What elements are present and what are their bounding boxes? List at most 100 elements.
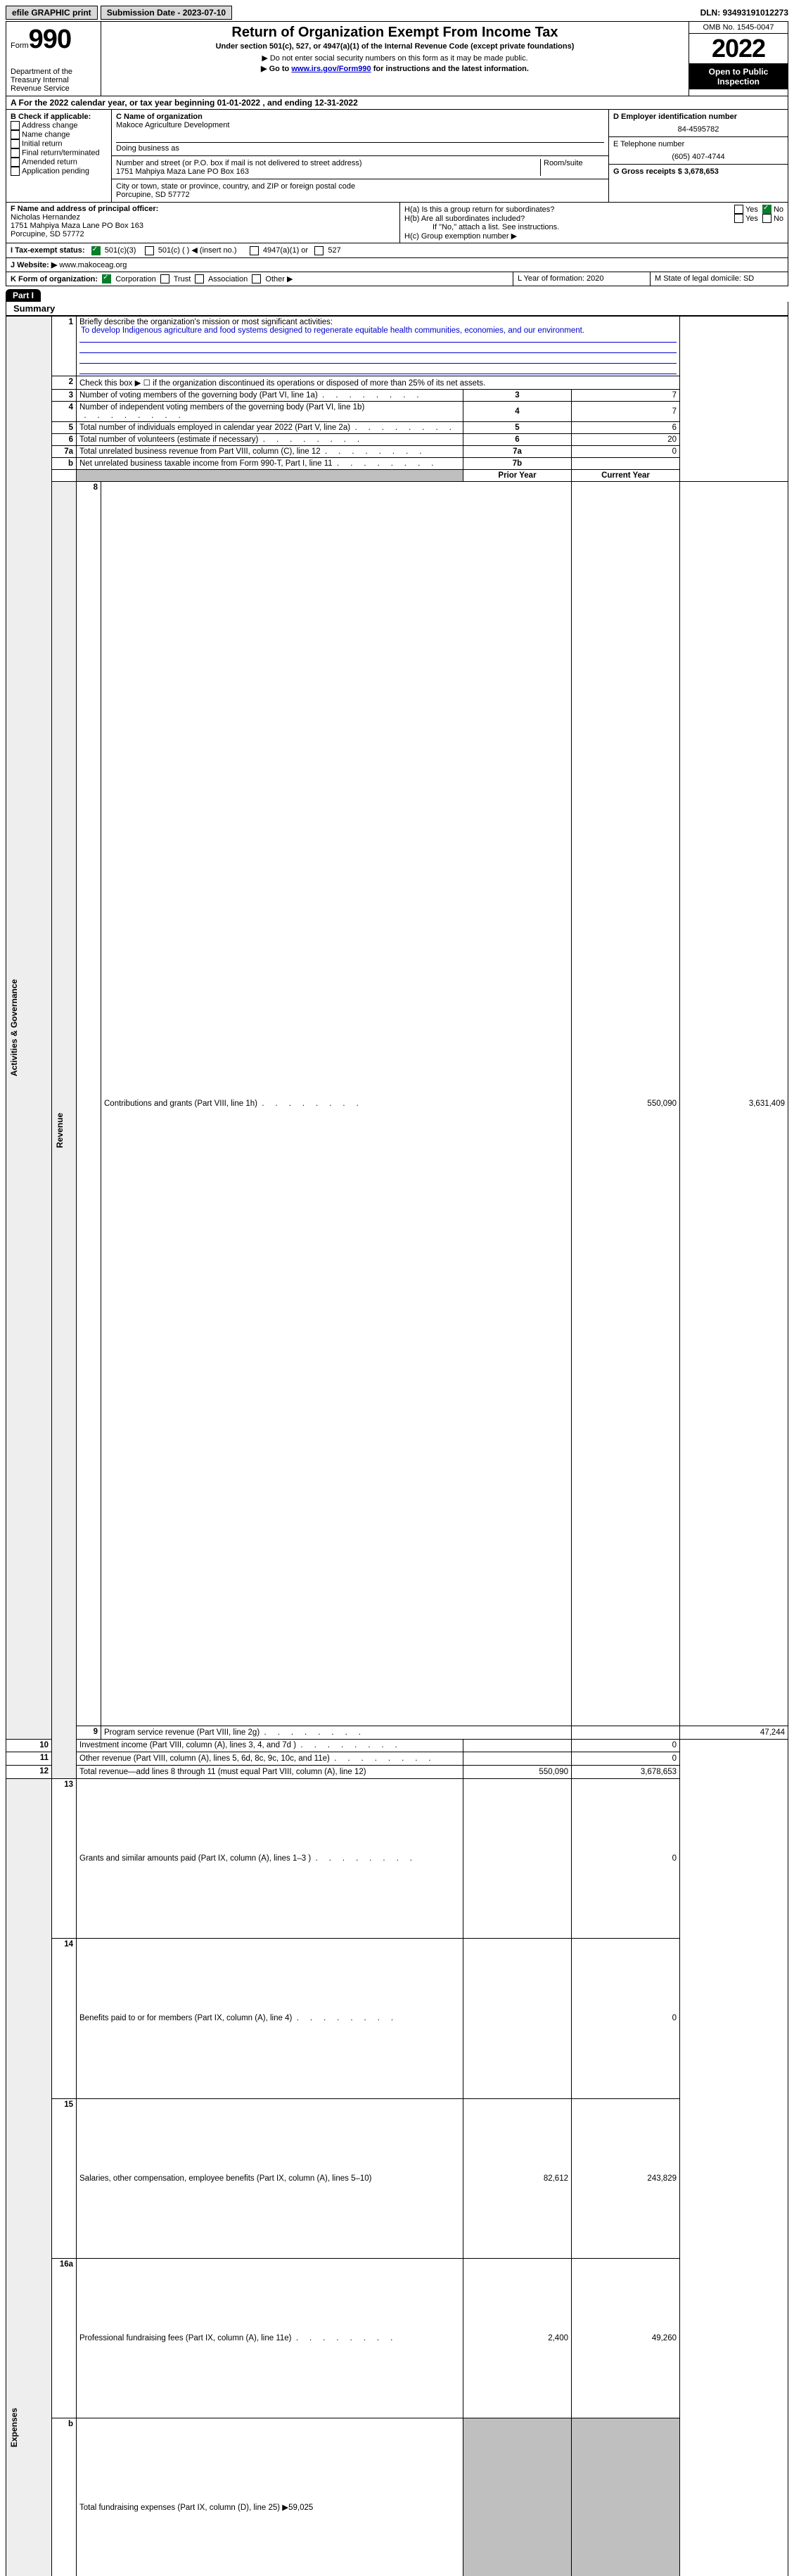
chk-other[interactable] bbox=[252, 274, 261, 283]
ln6-box: 6 bbox=[463, 434, 572, 446]
chk-ha-no[interactable] bbox=[762, 205, 771, 214]
form-header: Form990 Department of the Treasury Inter… bbox=[6, 21, 788, 96]
org-name: Makoce Agriculture Development bbox=[116, 121, 604, 129]
ln3-num: 3 bbox=[52, 390, 77, 402]
ln3-box: 3 bbox=[463, 390, 572, 402]
chk-527[interactable] bbox=[314, 246, 324, 255]
h-c-label: H(c) Group exemption number ▶ bbox=[404, 231, 783, 241]
part1-title-row: Summary bbox=[6, 302, 788, 316]
ln12-num: 12 bbox=[6, 1766, 52, 1779]
ln5-desc: Total number of individuals employed in … bbox=[79, 423, 350, 432]
ln7a-desc: Total unrelated business revenue from Pa… bbox=[79, 447, 321, 456]
ln16b-desc: Total fundraising expenses (Part IX, col… bbox=[79, 2504, 313, 2512]
officer-label: F Name and address of principal officer: bbox=[11, 205, 395, 213]
ln16b-prior bbox=[463, 2418, 572, 2576]
chk-name-change[interactable] bbox=[11, 130, 20, 139]
chk-501c[interactable] bbox=[145, 246, 154, 255]
ln8-num: 8 bbox=[77, 482, 101, 1726]
h-b-note: If "No," attach a list. See instructions… bbox=[404, 223, 783, 231]
lbl-application-pending: Application pending bbox=[22, 167, 89, 175]
side-expenses: Expenses bbox=[9, 1780, 19, 2576]
tax-year: 2022 bbox=[689, 34, 788, 64]
chk-initial-return[interactable] bbox=[11, 139, 20, 148]
ln12-curr: 3,678,653 bbox=[572, 1766, 680, 1779]
chk-address-change[interactable] bbox=[11, 121, 20, 130]
top-bar: efile GRAPHIC print Submission Date - 20… bbox=[6, 6, 788, 20]
opt-527: 527 bbox=[328, 246, 340, 255]
ln7b-num: b bbox=[52, 458, 77, 470]
ln13-desc: Grants and similar amounts paid (Part IX… bbox=[79, 1854, 311, 1863]
chk-final-return[interactable] bbox=[11, 148, 20, 158]
gross-receipts: G Gross receipts $ 3,678,653 bbox=[613, 167, 783, 176]
officer-addr2: Porcupine, SD 57772 bbox=[11, 230, 395, 238]
ln7a-box: 7a bbox=[463, 446, 572, 458]
ln3-desc: Number of voting members of the governin… bbox=[79, 391, 318, 400]
ln15-prior: 82,612 bbox=[463, 2098, 572, 2258]
form-subtitle: Under section 501(c), 527, or 4947(a)(1)… bbox=[105, 42, 684, 51]
room-suite-label: Room/suite bbox=[541, 159, 604, 176]
website-label: J Website: ▶ bbox=[11, 261, 59, 269]
ln6-num: 6 bbox=[52, 434, 77, 446]
chk-application-pending[interactable] bbox=[11, 167, 20, 176]
lbl-address-change: Address change bbox=[22, 121, 78, 129]
box-f: F Name and address of principal officer:… bbox=[6, 203, 400, 243]
form-org-label: K Form of organization: bbox=[11, 275, 98, 283]
lbl-yes2: Yes bbox=[745, 215, 758, 223]
state-domicile: M State of legal domicile: SD bbox=[651, 272, 788, 286]
ln13-num: 13 bbox=[52, 1779, 77, 1939]
chk-assoc[interactable] bbox=[195, 274, 204, 283]
ln11-prior bbox=[463, 1752, 572, 1766]
ln14-num: 14 bbox=[52, 1939, 77, 2098]
box-c: C Name of organization Makoce Agricultur… bbox=[112, 110, 608, 202]
hdr-prior-year: Prior Year bbox=[463, 470, 572, 482]
chk-hb-yes[interactable] bbox=[734, 214, 743, 223]
part1-title: Summary bbox=[6, 302, 62, 315]
chk-ha-yes[interactable] bbox=[734, 205, 743, 214]
opt-other: Other ▶ bbox=[265, 275, 293, 283]
hdr-current-year: Current Year bbox=[572, 470, 680, 482]
submission-date-badge: Submission Date - 2023-07-10 bbox=[101, 6, 232, 20]
ln8-curr: 3,631,409 bbox=[680, 482, 788, 1726]
box-d-e-g: D Employer identification number 84-4595… bbox=[608, 110, 788, 202]
ln16b-num: b bbox=[52, 2418, 77, 2576]
note2-pre: ▶ Go to bbox=[261, 65, 291, 73]
ln6-val: 20 bbox=[572, 434, 680, 446]
form-number: 990 bbox=[29, 25, 71, 54]
chk-hb-no[interactable] bbox=[762, 214, 771, 223]
mission-blank-line3 bbox=[79, 364, 677, 374]
lbl-yes: Yes bbox=[745, 205, 758, 214]
lbl-name-change: Name change bbox=[22, 130, 70, 139]
chk-4947[interactable] bbox=[250, 246, 259, 255]
form-note-ssn: ▶ Do not enter social security numbers o… bbox=[105, 53, 684, 63]
ln16b-curr bbox=[572, 2418, 680, 2576]
ln9-desc: Program service revenue (Part VIII, line… bbox=[104, 1728, 260, 1737]
form-title: Return of Organization Exempt From Incom… bbox=[105, 25, 684, 41]
efile-print-button[interactable]: efile GRAPHIC print bbox=[6, 6, 98, 20]
officer-name: Nicholas Hernandez bbox=[11, 213, 395, 222]
chk-amended-return[interactable] bbox=[11, 158, 20, 167]
ln13-prior bbox=[463, 1779, 572, 1939]
info-grid-top: B Check if applicable: Address change Na… bbox=[6, 110, 788, 203]
irs-form990-link[interactable]: www.irs.gov/Form990 bbox=[291, 65, 371, 73]
summary-table: Activities & Governance 1 Briefly descri… bbox=[6, 316, 788, 2576]
row-i: I Tax-exempt status: 501(c)(3) 501(c) ( … bbox=[6, 243, 788, 258]
box-h: H(a) Is this a group return for subordin… bbox=[400, 203, 788, 243]
ln12-prior: 550,090 bbox=[463, 1766, 572, 1779]
addr-value: 1751 Mahpiya Maza Lane PO Box 163 bbox=[116, 167, 537, 176]
opt-trust: Trust bbox=[174, 275, 191, 283]
side-revenue: Revenue bbox=[55, 483, 65, 1777]
ln10-desc: Investment income (Part VIII, column (A)… bbox=[79, 1741, 296, 1749]
ln14-curr: 0 bbox=[572, 1939, 680, 2098]
side-activities: Activities & Governance bbox=[9, 381, 19, 1674]
ln7a-val: 0 bbox=[572, 446, 680, 458]
chk-trust[interactable] bbox=[160, 274, 169, 283]
chk-corp[interactable] bbox=[102, 274, 111, 283]
h-b-label: H(b) Are all subordinates included? bbox=[404, 215, 734, 223]
ln10-curr: 0 bbox=[572, 1739, 680, 1752]
open-to-public: Open to Public Inspection bbox=[689, 64, 788, 89]
department-label: Department of the Treasury Internal Reve… bbox=[11, 68, 96, 93]
chk-501c3[interactable] bbox=[91, 246, 101, 255]
opt-501c3: 501(c)(3) bbox=[105, 246, 136, 255]
ln15-curr: 243,829 bbox=[572, 2098, 680, 2258]
row-klm: K Form of organization: Corporation Trus… bbox=[6, 272, 788, 287]
